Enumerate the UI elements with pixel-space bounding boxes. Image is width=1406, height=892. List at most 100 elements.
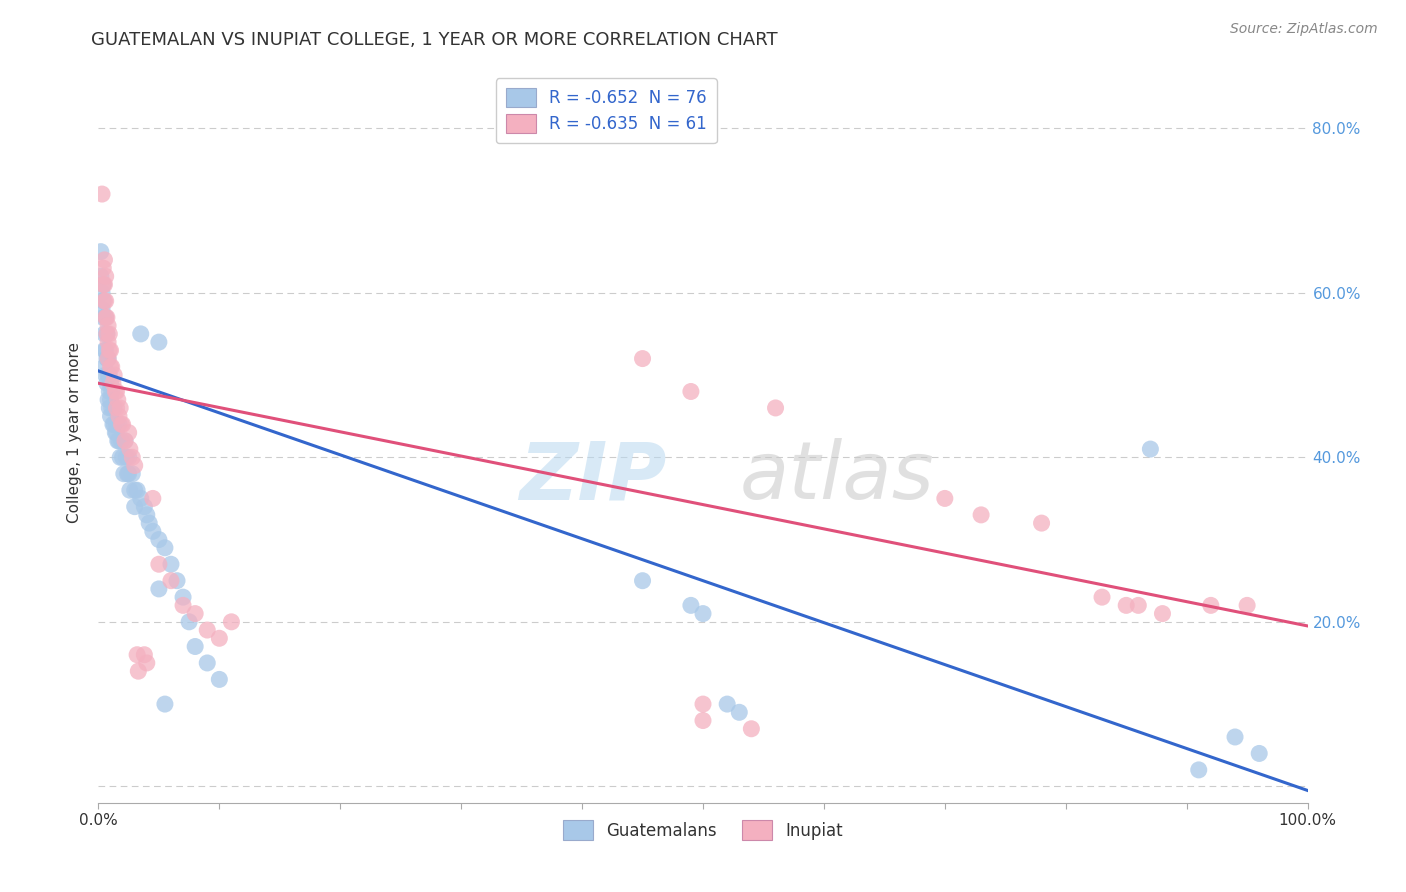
Point [94,269,117,284]
Point [108,401,131,415]
Point [1091,590,1114,604]
Point [108,434,131,448]
Point [208,673,231,687]
Point [118,450,141,465]
Point [765,401,787,415]
Point [631,351,654,366]
Text: GUATEMALAN VS INUPIAT COLLEGE, 1 YEAR OR MORE CORRELATION CHART: GUATEMALAN VS INUPIAT COLLEGE, 1 YEAR OR… [91,31,778,49]
Point [124,458,146,473]
Point [97,335,120,350]
Point [94,368,117,382]
Point [1199,599,1222,613]
Point [172,599,194,613]
Point [91,277,114,292]
Point [96,310,118,325]
Point [101,417,124,432]
Point [184,607,207,621]
Point [195,623,218,637]
Point [103,401,125,415]
Point [166,574,188,588]
Point [716,697,738,711]
Point [100,376,122,391]
Point [1223,730,1246,744]
Point [103,417,125,432]
Point [104,384,127,399]
Point [1031,516,1053,530]
Point [142,491,165,506]
Point [91,310,114,325]
Point [91,187,114,202]
Point [98,384,121,399]
Point [692,714,714,728]
Point [118,467,141,481]
Point [631,574,654,588]
Point [105,425,128,440]
Point [90,244,112,259]
Point [94,310,117,325]
Point [100,359,122,374]
Point [110,434,132,448]
Point [135,508,157,522]
Point [96,326,118,341]
Point [101,376,124,391]
Point [118,442,141,456]
Point [98,401,121,415]
Point [93,343,115,358]
Point [1188,763,1211,777]
Point [91,302,114,317]
Point [179,615,201,629]
Point [118,483,141,498]
Point [208,632,231,646]
Point [740,722,762,736]
Point [107,434,129,448]
Point [97,351,120,366]
Point [692,607,714,621]
Point [100,343,122,358]
Point [138,516,160,530]
Point [148,335,170,350]
Point [112,467,135,481]
Point [105,401,128,415]
Point [97,318,120,333]
Point [100,359,122,374]
Point [142,524,165,539]
Point [124,483,146,498]
Point [1128,599,1150,613]
Point [93,326,115,341]
Point [96,376,118,391]
Point [94,293,117,308]
Point [114,434,136,448]
Text: ZIP: ZIP [519,438,666,516]
Point [93,252,115,267]
Point [91,285,114,300]
Point [679,599,702,613]
Point [96,326,118,341]
Point [107,392,129,407]
Point [1152,607,1174,621]
Point [1249,747,1271,761]
Point [114,434,136,448]
Point [153,697,176,711]
Point [1115,599,1137,613]
Point [160,558,183,572]
Point [100,384,122,399]
Point [121,450,143,465]
Point [124,500,146,514]
Point [108,450,131,465]
Point [97,368,120,382]
Point [160,574,183,588]
Point [970,508,993,522]
Point [91,277,114,292]
Point [93,293,115,308]
Point [184,640,207,654]
Point [111,450,134,465]
Point [98,326,121,341]
Point [115,450,138,465]
Point [98,368,121,382]
Point [934,491,956,506]
Point [100,409,122,424]
Point [148,558,170,572]
Point [172,590,194,604]
Point [96,351,118,366]
Text: Source: ZipAtlas.com: Source: ZipAtlas.com [1230,22,1378,37]
